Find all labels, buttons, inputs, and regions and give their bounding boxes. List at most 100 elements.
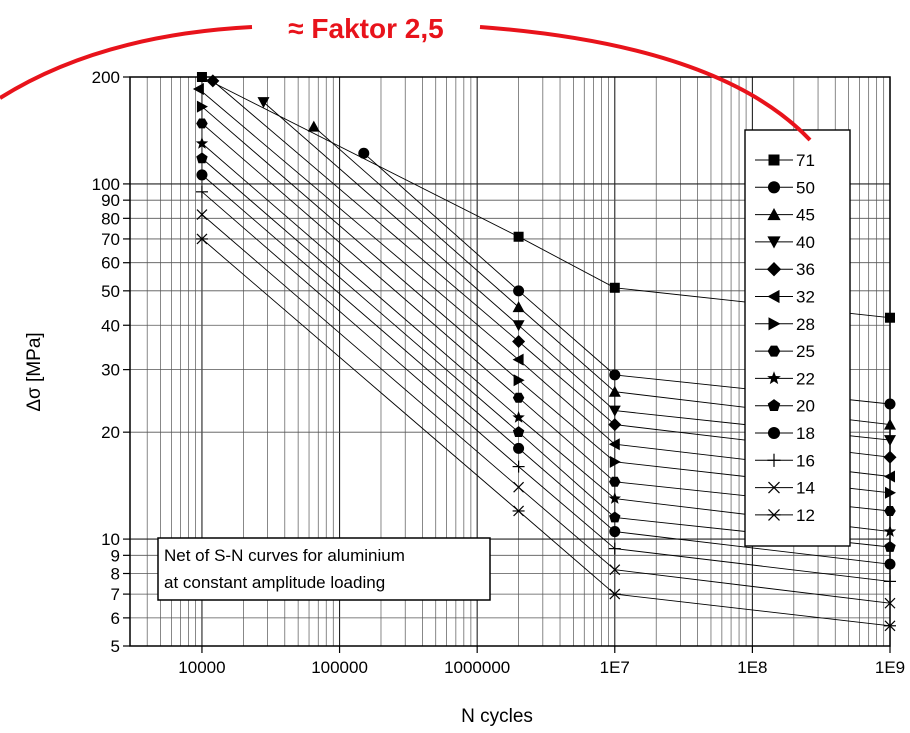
- data-point-36: [608, 418, 622, 432]
- legend-item-20: 20: [755, 397, 815, 416]
- data-point-14: [196, 209, 208, 220]
- legend-label: 36: [796, 260, 815, 279]
- data-point-16: [195, 185, 208, 198]
- data-point-32: [608, 438, 620, 451]
- data-point-40: [257, 97, 270, 109]
- legend-label: 18: [796, 424, 815, 443]
- legend-item-36: 36: [755, 260, 815, 279]
- legend-marker: [767, 371, 781, 385]
- legend: 71 50 45 40 36 32 28 25 22 20 18 16 14 12: [744, 129, 851, 547]
- y-tick-label: 200: [92, 68, 120, 87]
- data-point-71: [513, 231, 524, 242]
- data-point-14: [609, 564, 621, 576]
- legend-label: 32: [796, 288, 815, 307]
- plot-frame: [129, 76, 891, 647]
- data-point-71: [609, 282, 620, 293]
- legend-marker: [767, 345, 781, 357]
- data-point-25: [512, 392, 525, 403]
- legend-item-16: 16: [755, 451, 815, 470]
- data-point-16: [512, 460, 525, 473]
- data-point-45: [608, 385, 621, 397]
- legend-label: 12: [796, 506, 815, 525]
- y-tick-label: 7: [111, 585, 120, 604]
- legend-item-28: 28: [755, 315, 815, 334]
- x-tick-label: 1E8: [737, 658, 767, 677]
- data-point-28: [196, 100, 208, 113]
- data-point-36: [512, 335, 526, 349]
- legend-marker: [766, 262, 782, 277]
- note-line-1: Net of S-N curves for aluminium: [164, 546, 405, 565]
- data-point-16: [608, 542, 621, 555]
- series-line-18: [201, 174, 891, 565]
- annotation-arc-left: [0, 25, 253, 100]
- data-point-14: [513, 481, 525, 493]
- legend-label: 71: [796, 151, 815, 170]
- y-tick-label: 80: [101, 209, 120, 228]
- series-line-14: [201, 214, 891, 604]
- data-point-32: [512, 353, 524, 366]
- series-line-12: [201, 238, 891, 627]
- y-tick-label: 90: [101, 191, 120, 210]
- x-tick-label: 1E7: [600, 658, 630, 677]
- data-point-50: [609, 369, 621, 381]
- legend-item-14: 14: [755, 479, 815, 498]
- legend-item-40: 40: [755, 233, 815, 252]
- legend-item-32: 32: [755, 288, 815, 307]
- series-18: [196, 169, 896, 570]
- y-tick-label: 8: [111, 565, 120, 584]
- y-axis-title: Δσ [MPa]: [24, 332, 45, 411]
- y-tick-label: 6: [111, 609, 120, 628]
- x-tick-label: 1E9: [875, 658, 905, 677]
- data-point-22: [608, 492, 621, 504]
- y-tick-label: 5: [111, 637, 120, 656]
- legend-item-12: 12: [755, 506, 815, 525]
- legend-item-25: 25: [755, 342, 815, 361]
- data-point-20: [609, 511, 621, 523]
- y-tick-label: 20: [101, 423, 120, 442]
- legend-item-45: 45: [755, 206, 815, 225]
- legend-label: 14: [796, 479, 815, 498]
- x-tick-label: 1000000: [444, 658, 510, 677]
- data-point-40: [512, 320, 525, 332]
- legend-marker: [767, 181, 781, 194]
- series-line-16: [201, 191, 891, 582]
- legend-marker: [768, 154, 780, 166]
- axes: [123, 76, 891, 653]
- legend-label: 16: [796, 451, 815, 470]
- data-point-18: [196, 169, 208, 181]
- legend-label: 25: [796, 342, 815, 361]
- y-tick-label: 100: [92, 175, 120, 194]
- legend-marker: [767, 208, 781, 221]
- legend-label: 50: [796, 178, 815, 197]
- legend-marker: [768, 317, 781, 331]
- legend-box: [744, 129, 851, 547]
- y-tick-label: 50: [101, 282, 120, 301]
- legend-marker: [767, 453, 781, 467]
- legend-marker: [767, 236, 781, 249]
- faktor-annotation: ≈ Faktor 2,5: [0, 13, 812, 142]
- data-point-28: [513, 374, 525, 387]
- data-point-20: [512, 426, 525, 438]
- legend-marker: [768, 481, 780, 494]
- data-point-18: [609, 526, 621, 538]
- annotation-text: ≈ Faktor 2,5: [288, 13, 443, 44]
- legend-label: 28: [796, 315, 815, 334]
- legend-marker: [767, 399, 781, 412]
- data-point-32: [192, 83, 204, 96]
- legend-label: 22: [796, 369, 815, 388]
- data-point-45: [307, 120, 320, 132]
- data-point-18: [513, 442, 525, 454]
- data-point-25: [196, 118, 208, 129]
- note-box: Net of S-N curves for aluminium at const…: [157, 537, 491, 601]
- y-tick-label: 70: [101, 230, 120, 249]
- y-tick-label: 60: [101, 254, 120, 273]
- legend-marker: [767, 426, 781, 440]
- y-tick-label: 30: [101, 361, 120, 380]
- data-point-25: [609, 476, 621, 487]
- note-line-2: at constant amplitude loading: [164, 573, 385, 592]
- legend-label: 20: [796, 397, 815, 416]
- data-point-22: [195, 136, 209, 149]
- x-axis-title: N cycles: [461, 706, 533, 727]
